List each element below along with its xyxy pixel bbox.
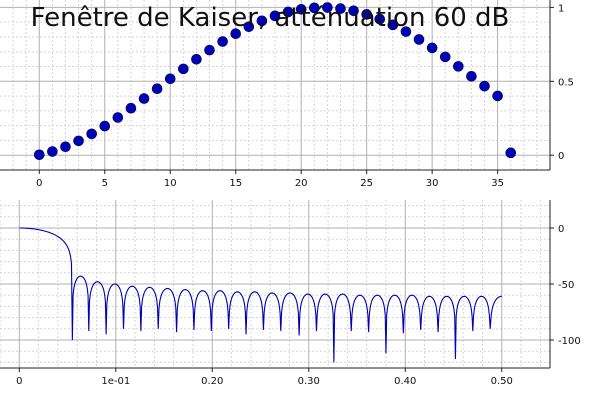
x-tick-label: 5 xyxy=(102,178,108,189)
y-tick-label: 0.5 xyxy=(558,77,574,88)
spectrum-plot: 0 1e-01 0.20 0.30 0.40 0.50 0 -50 -100 xyxy=(0,200,581,387)
x-tick-label: 0 xyxy=(16,376,22,387)
window-plot: 0 5 10 15 20 25 30 35 0 0.5 1 xyxy=(0,0,574,189)
x-tick-label: 20 xyxy=(295,178,308,189)
window-sample-point xyxy=(335,3,346,14)
window-sample-point xyxy=(295,4,307,15)
window-sample-point xyxy=(426,42,438,54)
x-tick-label: 35 xyxy=(491,178,504,189)
window-sample-point xyxy=(453,61,464,72)
x-tick-label: 1e-01 xyxy=(101,376,130,387)
chart-title: Fenêtre de Kaiser, atténuation 60 dB xyxy=(31,3,510,33)
window-sample-point xyxy=(243,21,255,33)
window-sample-point xyxy=(204,44,215,56)
window-sample-point xyxy=(256,15,268,27)
window-sample-point xyxy=(374,13,386,25)
window-sample-point xyxy=(138,93,150,104)
window-axes xyxy=(0,0,554,174)
window-sample-point xyxy=(505,147,517,159)
window-sample-point xyxy=(178,63,189,75)
x-tick-label: 0.30 xyxy=(298,376,320,387)
window-sample-point xyxy=(112,112,124,123)
y-tick-label: 0 xyxy=(558,224,564,235)
spectrum-series xyxy=(19,227,502,363)
window-sample-point xyxy=(125,102,137,114)
spectrum-grid xyxy=(0,200,550,368)
window-sample-point xyxy=(466,70,477,82)
window-sample-point xyxy=(86,128,97,140)
window-sample-point xyxy=(479,80,490,92)
window-sample-point xyxy=(99,120,111,132)
spectrum-tick-labels: 0 1e-01 0.20 0.30 0.40 0.50 0 -50 -100 xyxy=(16,224,581,387)
y-tick-label: -50 xyxy=(558,280,574,291)
window-grid xyxy=(0,0,550,171)
x-tick-label: 0.20 xyxy=(201,376,223,387)
window-sample-point xyxy=(308,2,320,14)
x-tick-label: 0.40 xyxy=(394,376,416,387)
window-sample-point xyxy=(217,36,228,47)
spectrum-line xyxy=(19,227,502,363)
y-tick-label: 1 xyxy=(558,3,564,14)
x-tick-label: 25 xyxy=(360,178,373,189)
x-tick-label: 10 xyxy=(164,178,177,189)
window-sample-point xyxy=(348,5,359,17)
window-sample-point xyxy=(361,9,372,20)
window-sample-point xyxy=(191,53,202,65)
window-sample-point xyxy=(400,26,412,37)
x-tick-label: 15 xyxy=(229,178,242,189)
x-tick-label: 0 xyxy=(36,178,42,189)
window-sample-point xyxy=(230,28,242,40)
spectrum-axes xyxy=(0,200,554,372)
window-sample-point xyxy=(47,146,58,157)
window-sample-point xyxy=(60,141,71,153)
window-series xyxy=(33,2,517,161)
x-tick-label: 30 xyxy=(426,178,439,189)
window-sample-point xyxy=(439,51,451,63)
y-tick-label: -100 xyxy=(558,336,581,347)
window-sample-point xyxy=(492,90,503,102)
x-tick-label: 0.50 xyxy=(491,376,513,387)
window-sample-point xyxy=(387,19,399,31)
window-sample-point xyxy=(322,2,333,13)
window-sample-point xyxy=(282,6,294,18)
window-sample-point xyxy=(151,83,163,94)
window-sample-point xyxy=(33,149,45,161)
y-tick-label: 0 xyxy=(558,151,564,162)
window-sample-point xyxy=(73,135,84,147)
window-sample-point xyxy=(413,34,425,45)
window-sample-point xyxy=(164,73,176,85)
window-tick-labels: 0 5 10 15 20 25 30 35 0 0.5 1 xyxy=(36,3,574,189)
window-sample-point xyxy=(269,10,281,22)
